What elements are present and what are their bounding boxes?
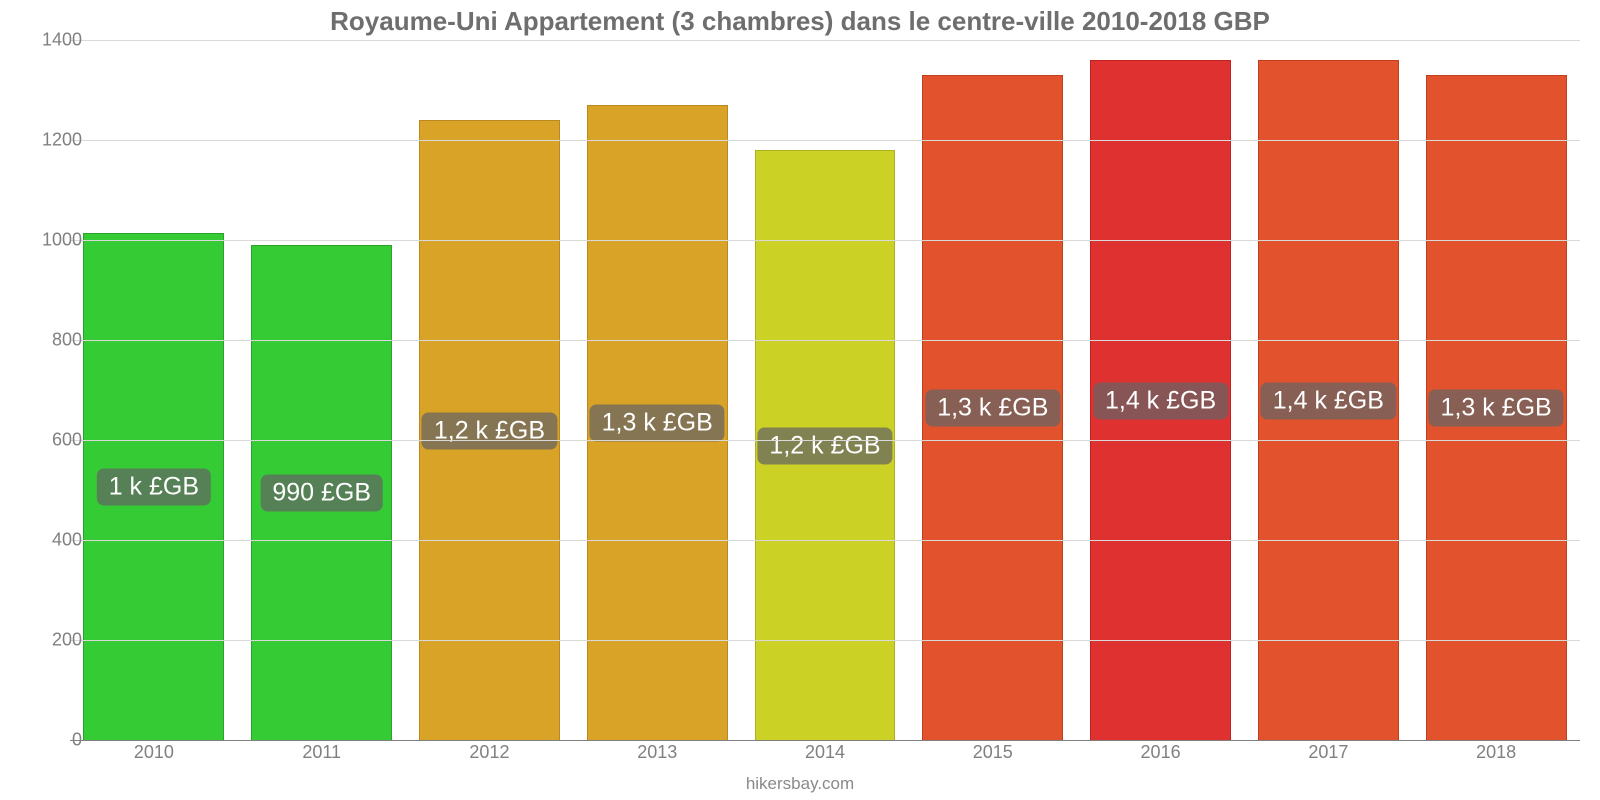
chart-title: Royaume-Uni Appartement (3 chambres) dan… bbox=[0, 6, 1600, 37]
plot-area: 1 k £GB 990 £GB 1,2 k £GB 1,3 k £GB 1,2 k £G… bbox=[70, 40, 1580, 740]
bar-slot: 1,3 k £GB bbox=[909, 40, 1077, 740]
gridline bbox=[70, 340, 1580, 341]
x-tick-label: 2018 bbox=[1412, 742, 1580, 763]
bar-slot: 1 k £GB bbox=[70, 40, 238, 740]
bar-slot: 990 £GB bbox=[238, 40, 406, 740]
y-tick-label: 600 bbox=[52, 430, 82, 451]
y-tick-label: 200 bbox=[52, 630, 82, 651]
x-tick-label: 2013 bbox=[573, 742, 741, 763]
y-tick-label: 400 bbox=[52, 530, 82, 551]
y-tick-label: 1200 bbox=[42, 130, 82, 151]
x-tick-label: 2010 bbox=[70, 742, 238, 763]
gridline bbox=[70, 640, 1580, 641]
bar-value-label: 1,4 k £GB bbox=[1261, 382, 1396, 419]
x-tick-label: 2014 bbox=[741, 742, 909, 763]
x-tick-label: 2011 bbox=[238, 742, 406, 763]
bar: 1,4 k £GB bbox=[1090, 60, 1231, 740]
bar: 1,2 k £GB bbox=[419, 120, 560, 740]
bar-chart: Royaume-Uni Appartement (3 chambres) dan… bbox=[0, 0, 1600, 800]
bar-slot: 1,4 k £GB bbox=[1077, 40, 1245, 740]
bar-value-label: 990 £GB bbox=[260, 475, 383, 512]
gridline bbox=[70, 540, 1580, 541]
x-tick-label: 2012 bbox=[406, 742, 574, 763]
y-tick-label: 1000 bbox=[42, 230, 82, 251]
bar-slot: 1,3 k £GB bbox=[573, 40, 741, 740]
bar: 1,2 k £GB bbox=[755, 150, 896, 740]
gridline bbox=[70, 40, 1580, 41]
gridline bbox=[70, 240, 1580, 241]
y-tick-label: 1400 bbox=[42, 30, 82, 51]
bars-container: 1 k £GB 990 £GB 1,2 k £GB 1,3 k £GB 1,2 k £G… bbox=[70, 40, 1580, 740]
x-tick-label: 2016 bbox=[1077, 742, 1245, 763]
bar-slot: 1,3 k £GB bbox=[1412, 40, 1580, 740]
bar-slot: 1,2 k £GB bbox=[741, 40, 909, 740]
bar-value-label: 1,2 k £GB bbox=[422, 412, 557, 449]
bar-value-label: 1,2 k £GB bbox=[757, 427, 892, 464]
gridline bbox=[70, 140, 1580, 141]
gridline bbox=[70, 440, 1580, 441]
bar: 1,4 k £GB bbox=[1258, 60, 1399, 740]
x-tick-label: 2015 bbox=[909, 742, 1077, 763]
x-axis: 201020112012201320142015201620172018 bbox=[70, 742, 1580, 763]
bar-slot: 1,2 k £GB bbox=[406, 40, 574, 740]
bar-value-label: 1,3 k £GB bbox=[590, 405, 725, 442]
chart-footer: hikersbay.com bbox=[0, 774, 1600, 794]
bar: 1,3 k £GB bbox=[587, 105, 728, 740]
bar: 1 k £GB bbox=[83, 233, 224, 741]
bar-value-label: 1 k £GB bbox=[97, 468, 211, 505]
y-tick-label: 800 bbox=[52, 330, 82, 351]
bar-slot: 1,4 k £GB bbox=[1244, 40, 1412, 740]
x-axis-line bbox=[70, 740, 1580, 741]
bar-value-label: 1,3 k £GB bbox=[925, 390, 1060, 427]
bar: 990 £GB bbox=[251, 245, 392, 740]
x-tick-label: 2017 bbox=[1244, 742, 1412, 763]
bar-value-label: 1,3 k £GB bbox=[1429, 390, 1564, 427]
bar-value-label: 1,4 k £GB bbox=[1093, 382, 1228, 419]
